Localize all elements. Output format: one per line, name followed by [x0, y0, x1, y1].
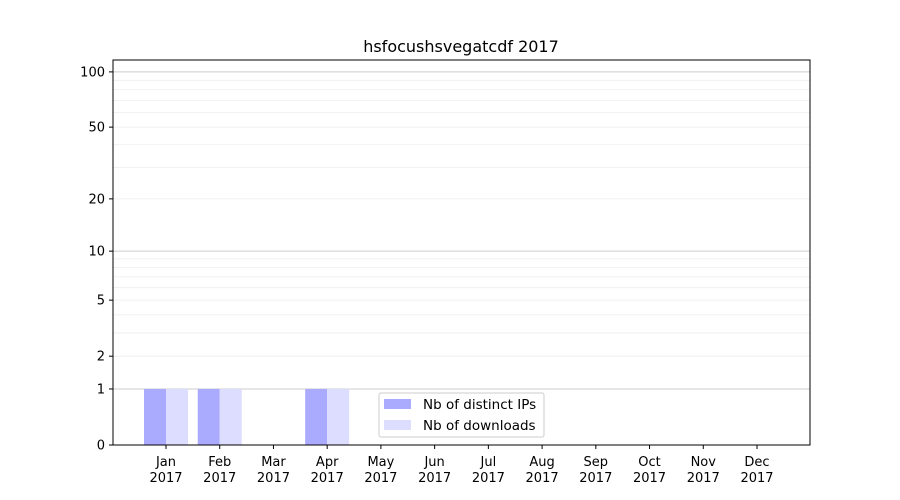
chart-title: hsfocushsvegatcdf 2017	[363, 37, 559, 56]
y-tick-label: 1	[97, 382, 105, 397]
y-axis: 0 1 2 5 10 20 50 100	[80, 65, 113, 454]
x-tick-label: Jan 2017	[149, 455, 182, 486]
bar-downloads	[327, 388, 350, 445]
y-tick-label: 10	[88, 245, 105, 260]
y-tick-label: 100	[80, 65, 105, 80]
plot-frame	[112, 59, 811, 446]
bar-distinct-ips	[144, 388, 166, 445]
x-tick-label: Nov 2017	[687, 455, 720, 486]
x-axis: Jan 2017 Feb 2017 Mar 2017 Apr 2017 May 2017 Jun 20…	[149, 445, 774, 486]
x-tick-label: Apr 2017	[311, 455, 344, 486]
x-tick-label: Oct 2017	[633, 455, 666, 486]
legend-swatch-downloads	[384, 420, 411, 430]
y-tick-label: 2	[97, 350, 105, 365]
legend-swatch-ips	[384, 399, 411, 409]
y-tick-label: 5	[97, 294, 105, 309]
bars	[144, 388, 350, 445]
y-tick-label: 20	[88, 192, 105, 207]
y-tick-label: 0	[97, 439, 105, 454]
x-tick-label: May 2017	[364, 455, 397, 486]
grid	[113, 71, 810, 390]
bar-downloads	[166, 388, 188, 445]
legend: Nb of distinct IPs Nb of downloads	[378, 392, 545, 438]
x-tick-label: Sep 2017	[579, 455, 612, 486]
legend-box	[378, 392, 545, 438]
x-tick-label: Feb 2017	[203, 455, 236, 486]
x-tick-label: Mar 2017	[257, 455, 290, 486]
x-tick-label: Jul 2017	[472, 455, 505, 486]
bar-downloads	[219, 388, 242, 445]
y-tick-label: 50	[88, 121, 105, 136]
x-tick-label: Aug 2017	[526, 455, 559, 486]
legend-label-ips: Nb of distinct IPs	[423, 397, 536, 413]
bar-distinct-ips	[197, 388, 220, 445]
bar-distinct-ips	[305, 388, 328, 445]
legend-label-downloads: Nb of downloads	[423, 418, 536, 434]
x-tick-label: Dec 2017	[740, 455, 773, 486]
x-tick-label: Jun 2017	[418, 455, 451, 486]
